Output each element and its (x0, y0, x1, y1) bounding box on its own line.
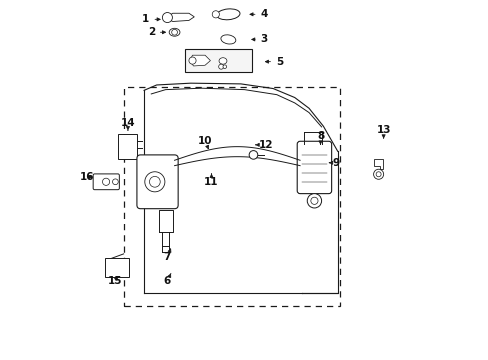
FancyBboxPatch shape (118, 134, 137, 159)
Text: 12: 12 (255, 140, 273, 150)
Circle shape (373, 169, 383, 179)
Circle shape (171, 30, 177, 35)
Circle shape (375, 172, 380, 177)
FancyBboxPatch shape (297, 141, 331, 194)
Circle shape (149, 176, 160, 187)
Text: 4: 4 (249, 9, 267, 19)
Circle shape (144, 172, 164, 192)
Text: 5: 5 (265, 57, 283, 67)
Circle shape (162, 13, 172, 23)
FancyBboxPatch shape (93, 174, 119, 190)
Text: 7: 7 (163, 249, 171, 262)
Circle shape (223, 65, 226, 68)
FancyBboxPatch shape (105, 258, 129, 277)
Text: 1: 1 (142, 14, 160, 24)
Circle shape (249, 150, 257, 159)
Ellipse shape (169, 28, 180, 36)
Circle shape (218, 64, 223, 69)
Circle shape (212, 11, 219, 18)
Circle shape (306, 194, 321, 208)
Ellipse shape (216, 9, 240, 20)
Bar (124, 87, 339, 306)
Bar (185, 49, 251, 72)
Circle shape (188, 57, 196, 64)
Text: 15: 15 (107, 276, 122, 286)
Text: 13: 13 (376, 125, 390, 138)
Text: 11: 11 (204, 174, 218, 187)
Text: 10: 10 (198, 136, 212, 149)
Text: 3: 3 (251, 35, 267, 44)
Ellipse shape (219, 58, 226, 64)
Circle shape (112, 179, 118, 185)
Text: 16: 16 (79, 172, 94, 182)
Polygon shape (190, 55, 210, 66)
Circle shape (102, 178, 109, 185)
FancyBboxPatch shape (137, 155, 178, 209)
Polygon shape (373, 159, 383, 169)
Text: 8: 8 (316, 131, 324, 144)
Ellipse shape (221, 35, 235, 44)
Text: 6: 6 (163, 273, 171, 286)
Text: 9: 9 (329, 158, 339, 168)
Text: 2: 2 (147, 27, 165, 37)
Polygon shape (165, 13, 194, 22)
Text: 14: 14 (121, 118, 135, 130)
Circle shape (310, 197, 317, 204)
